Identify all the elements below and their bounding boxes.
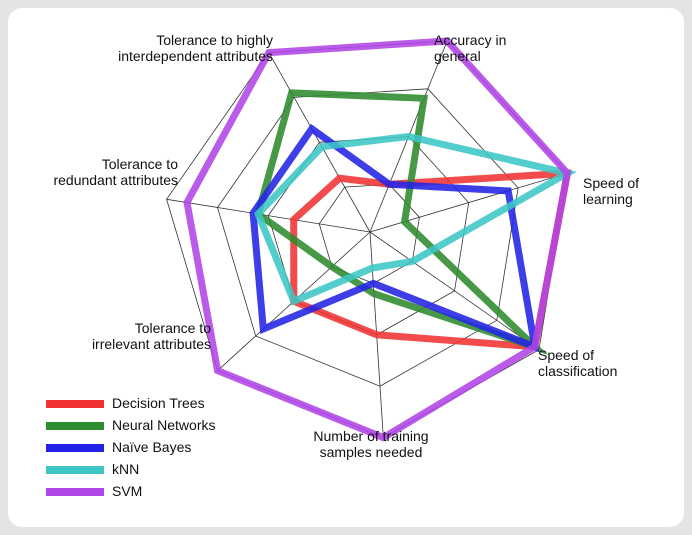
axis-label-line: Accuracy in bbox=[434, 32, 506, 48]
axis-label-1: Speed of learning bbox=[583, 175, 639, 207]
legend-label: Neural Networks bbox=[112, 417, 215, 433]
axis-label-6: Tolerance to highly interdependent attrib… bbox=[118, 32, 273, 64]
chart-card: Accuracy in general Speed of learning Speed … bbox=[8, 8, 684, 527]
legend-swatch bbox=[46, 488, 104, 496]
axis-label-5: Tolerance to redundant attributes bbox=[53, 156, 178, 188]
legend-swatch bbox=[46, 466, 104, 474]
axis-label-4: Tolerance to irrelevant attributes bbox=[92, 320, 211, 352]
legend-label: Naïve Bayes bbox=[112, 439, 191, 455]
axis-label-line: Speed of bbox=[538, 347, 617, 363]
legend-label: Decision Trees bbox=[112, 395, 205, 411]
axis-label-line: interdependent attributes bbox=[118, 48, 273, 64]
series-svm bbox=[187, 41, 567, 438]
axis-label-0: Accuracy in general bbox=[434, 32, 506, 64]
axis-label-line: Tolerance to bbox=[53, 156, 178, 172]
axis-label-line: Tolerance to bbox=[92, 320, 211, 336]
axis-label-line: redundant attributes bbox=[53, 172, 178, 188]
legend-label: kNN bbox=[112, 461, 139, 477]
axis-label-line: Number of training bbox=[313, 428, 428, 444]
legend-swatch bbox=[46, 422, 104, 430]
axis-label-2: Speed of classification bbox=[538, 347, 617, 379]
axis-label-line: classification bbox=[538, 363, 617, 379]
series-neural-networks bbox=[258, 93, 535, 347]
legend-swatch bbox=[46, 444, 104, 452]
axis-label-line: irrelevant attributes bbox=[92, 336, 211, 352]
legend-swatch bbox=[46, 400, 104, 408]
axis-label-line: Tolerance to highly bbox=[118, 32, 273, 48]
axis-label-3: Number of training samples needed bbox=[313, 428, 428, 460]
axis-label-line: samples needed bbox=[313, 444, 428, 460]
axis-label-line: Speed of bbox=[583, 175, 639, 191]
radar-series bbox=[187, 41, 567, 438]
radar-grid bbox=[167, 41, 568, 438]
axis-label-line: general bbox=[434, 48, 506, 64]
legend-label: SVM bbox=[112, 483, 142, 499]
axis-label-line: learning bbox=[583, 191, 639, 207]
